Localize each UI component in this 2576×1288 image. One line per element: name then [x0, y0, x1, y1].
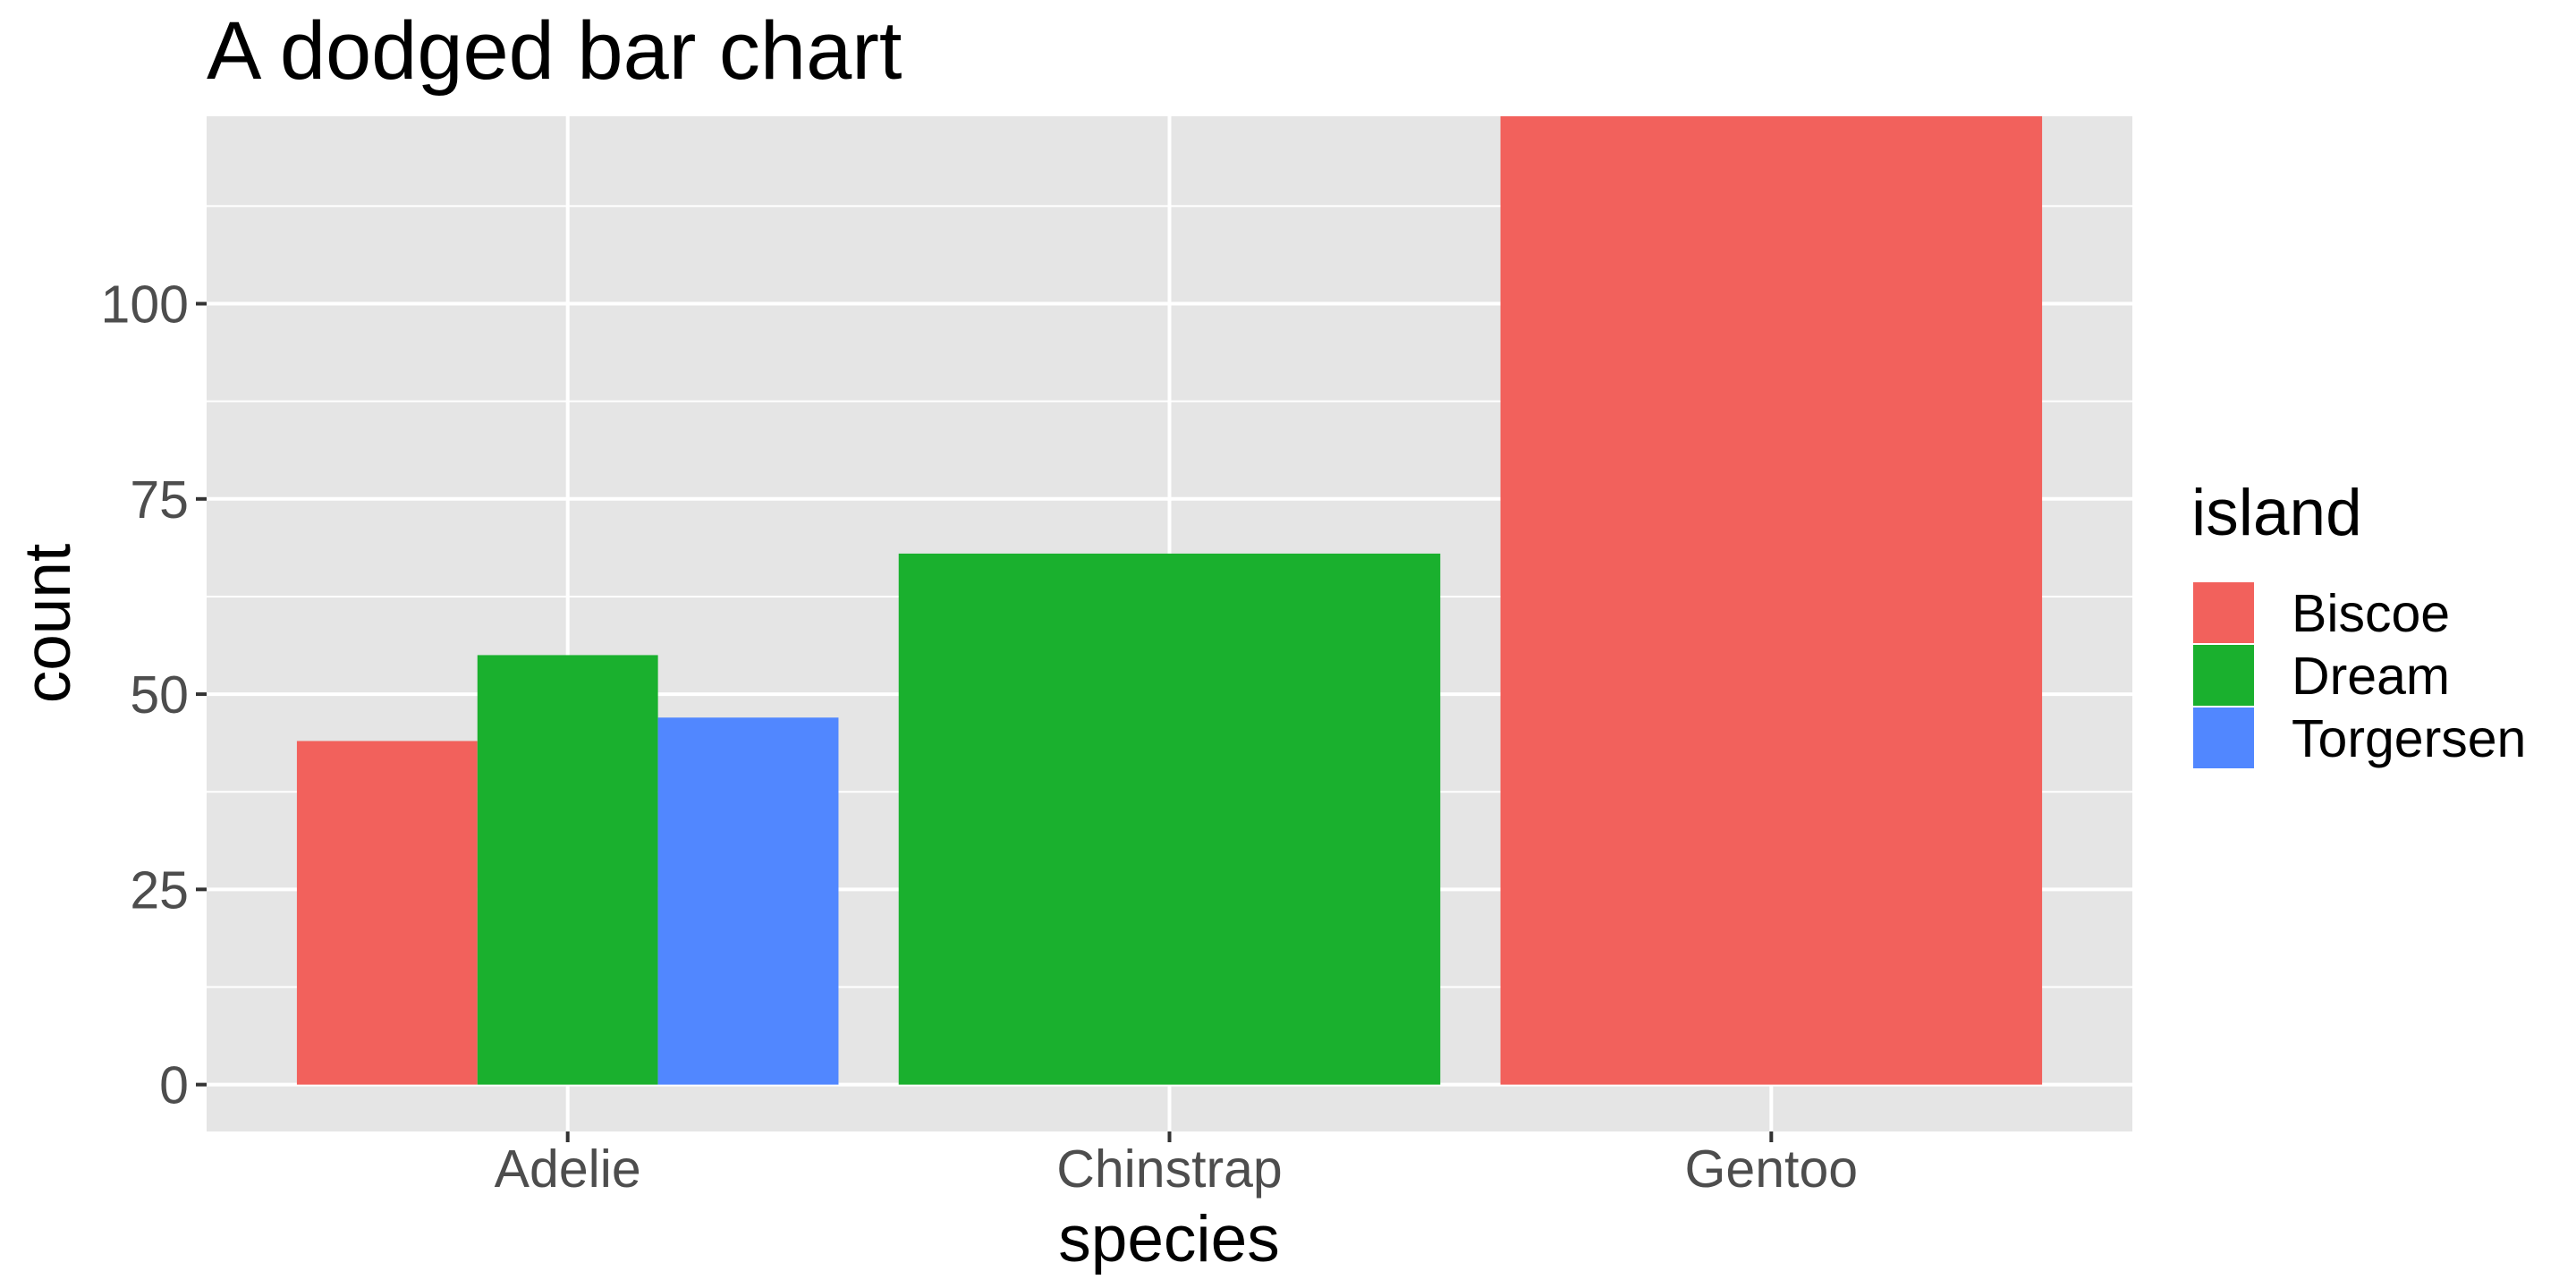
bars	[296, 116, 2043, 1085]
y-tick-label: 50	[130, 665, 189, 724]
bar-adelie-torgersen	[657, 717, 839, 1085]
bar-chinstrap-dream	[898, 553, 1441, 1085]
bar-gentoo-biscoe	[1500, 116, 2043, 1085]
legend-title: island	[2191, 477, 2362, 549]
x-axis: Adelie Chinstrap Gentoo	[495, 1131, 1858, 1199]
x-tick-label: Adelie	[495, 1140, 641, 1199]
legend-label-biscoe: Biscoe	[2292, 584, 2450, 643]
y-axis: 0 25 50 75 100	[101, 275, 207, 1115]
x-tick-label: Gentoo	[1685, 1140, 1859, 1199]
legend-key-torgersen	[2193, 708, 2254, 768]
y-tick-label: 75	[130, 470, 189, 530]
legend-label-dream: Dream	[2292, 647, 2450, 706]
y-axis-title: count	[12, 544, 84, 704]
legend-key-dream	[2193, 645, 2254, 706]
y-tick-label: 0	[159, 1056, 189, 1115]
x-axis-title: species	[1058, 1203, 1280, 1275]
y-tick-label: 100	[101, 275, 189, 335]
legend-key-biscoe	[2193, 582, 2254, 643]
bar-adelie-biscoe	[296, 741, 478, 1085]
y-tick-label: 25	[130, 860, 189, 919]
bar-adelie-dream	[477, 655, 658, 1085]
legend-label-torgersen: Torgersen	[2292, 709, 2526, 768]
chart-title: A dodged bar chart	[207, 5, 902, 97]
x-tick-label: Chinstrap	[1056, 1140, 1283, 1199]
